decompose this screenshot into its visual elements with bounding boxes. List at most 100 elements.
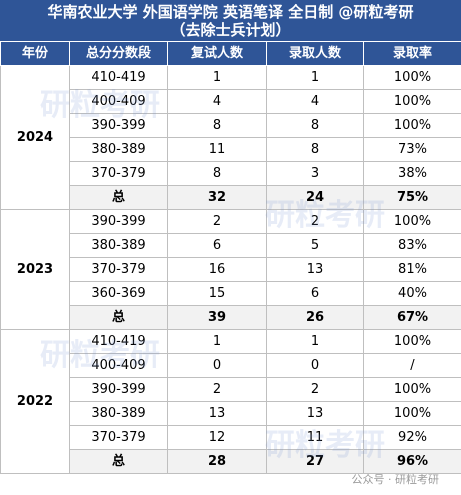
header-score-range: 总分分数段	[69, 41, 168, 66]
interviewed-cell: 4	[167, 89, 267, 114]
source-caption: 公众号 · 研粒考研	[351, 473, 440, 486]
table-row: 370-379 12 11 92%	[1, 425, 461, 450]
rate-cell: 100%	[363, 377, 461, 402]
interviewed-cell: 8	[167, 161, 267, 186]
header-year: 年份	[0, 41, 70, 66]
table-row: 2022 410-419 1 1 100%	[0, 329, 461, 474]
interviewed-cell: 13	[167, 401, 267, 426]
score-range-cell: 370-379	[69, 425, 168, 450]
score-range-cell: 360-369	[69, 281, 168, 306]
admitted-cell: 11	[266, 425, 364, 450]
title-line-2: （去除士兵计划）	[170, 21, 291, 39]
interviewed-cell: 8	[167, 113, 267, 138]
rate-cell: 40%	[363, 281, 461, 306]
admitted-cell: 5	[266, 233, 364, 258]
admitted-cell: 3	[266, 161, 364, 186]
header-row: 年份 总分分数段 复试人数 录取人数 录取率	[0, 41, 461, 66]
total-admitted: 24	[266, 185, 364, 210]
table-body: 2024 410-419 1 1 100% 400-409 4 4 100% 390-399 8 8 1…	[0, 65, 461, 474]
admitted-cell: 8	[266, 113, 364, 138]
header-admitted: 录取人数	[266, 41, 364, 66]
admitted-cell: 8	[266, 137, 364, 162]
total-interviewed: 32	[167, 185, 267, 210]
rate-cell: 81%	[363, 257, 461, 282]
admitted-cell: 1	[266, 65, 364, 90]
total-admitted: 27	[266, 449, 364, 474]
admitted-cell: 0	[266, 353, 364, 378]
interviewed-cell: 11	[167, 137, 267, 162]
score-range-cell: 400-409	[69, 89, 168, 114]
rate-cell: 92%	[363, 425, 461, 450]
admitted-cell: 13	[266, 257, 364, 282]
rate-cell: /	[363, 353, 461, 378]
interviewed-cell: 15	[167, 281, 267, 306]
score-range-cell: 400-409	[69, 353, 168, 378]
total-label: 总	[69, 449, 168, 474]
rate-cell: 38%	[363, 161, 461, 186]
total-interviewed: 39	[167, 305, 267, 330]
rate-cell: 100%	[363, 401, 461, 426]
interviewed-cell: 12	[167, 425, 267, 450]
total-label: 总	[69, 185, 168, 210]
year-cell: 2022	[0, 329, 70, 474]
total-rate: 67%	[363, 305, 461, 330]
score-range-cell: 410-419	[69, 65, 168, 90]
table-row: 380-389 6 5 83%	[1, 233, 461, 258]
rate-cell: 73%	[363, 137, 461, 162]
total-row: 总 39 26 67%	[1, 305, 461, 330]
table-row: 380-389 11 8 73%	[1, 137, 461, 162]
interviewed-cell: 1	[167, 65, 267, 90]
score-range-cell: 390-399	[69, 113, 168, 138]
interviewed-cell: 2	[167, 209, 267, 234]
admitted-cell: 6	[266, 281, 364, 306]
total-row: 总 28 27 96%	[1, 449, 461, 474]
interviewed-cell: 0	[167, 353, 267, 378]
title-banner: 华南农业大学 外国语学院 英语笔译 全日制 @研粒考研 （去除士兵计划）	[0, 0, 461, 41]
total-interviewed: 28	[167, 449, 267, 474]
score-range-cell: 370-379	[69, 257, 168, 282]
score-range-cell: 390-399	[69, 209, 168, 234]
score-range-cell: 390-399	[69, 377, 168, 402]
admitted-cell: 13	[266, 401, 364, 426]
admitted-cell: 1	[266, 329, 364, 354]
table-row: 370-379 8 3 38%	[1, 161, 461, 186]
admitted-cell: 2	[266, 377, 364, 402]
total-label: 总	[69, 305, 168, 330]
header-rate: 录取率	[363, 41, 461, 66]
total-row: 总 32 24 75%	[1, 185, 461, 210]
interviewed-cell: 6	[167, 233, 267, 258]
admitted-cell: 2	[266, 209, 364, 234]
score-range-cell: 380-389	[69, 137, 168, 162]
admitted-cell: 4	[266, 89, 364, 114]
title-line-1: 华南农业大学 外国语学院 英语笔译 全日制 @研粒考研	[47, 3, 414, 21]
rate-cell: 100%	[363, 329, 461, 354]
header-interviewed: 复试人数	[167, 41, 267, 66]
year-cell: 2023	[0, 209, 70, 330]
table-row: 400-409 4 4 100%	[1, 89, 461, 114]
total-admitted: 26	[266, 305, 364, 330]
admission-table: 年份 总分分数段 复试人数 录取人数 录取率 2024 410-419 1 1 100%…	[0, 41, 461, 474]
table-row: 370-379 16 13 81%	[1, 257, 461, 282]
total-rate: 96%	[363, 449, 461, 474]
interviewed-cell: 1	[167, 329, 267, 354]
table-row: 400-409 0 0/	[1, 353, 461, 378]
rate-cell: 100%	[363, 113, 461, 138]
score-range-cell: 380-389	[69, 233, 168, 258]
total-rate: 75%	[363, 185, 461, 210]
rate-cell: 100%	[363, 209, 461, 234]
interviewed-cell: 2	[167, 377, 267, 402]
table-row: 360-369 15 6 40%	[1, 281, 461, 306]
score-range-cell: 380-389	[69, 401, 168, 426]
table-row: 380-389 13 13 100%	[1, 401, 461, 426]
rate-cell: 100%	[363, 65, 461, 90]
rate-cell: 83%	[363, 233, 461, 258]
year-cell: 2024	[0, 65, 70, 210]
score-range-cell: 370-379	[69, 161, 168, 186]
table-row: 2023 390-399 2 2 100%	[0, 209, 461, 330]
rate-cell: 100%	[363, 89, 461, 114]
table-row: 390-399 8 8 100%	[1, 113, 461, 138]
table-row: 390-399 2 2 100%	[1, 377, 461, 402]
table-row: 2024 410-419 1 1 100%	[0, 65, 461, 210]
score-range-cell: 410-419	[69, 329, 168, 354]
